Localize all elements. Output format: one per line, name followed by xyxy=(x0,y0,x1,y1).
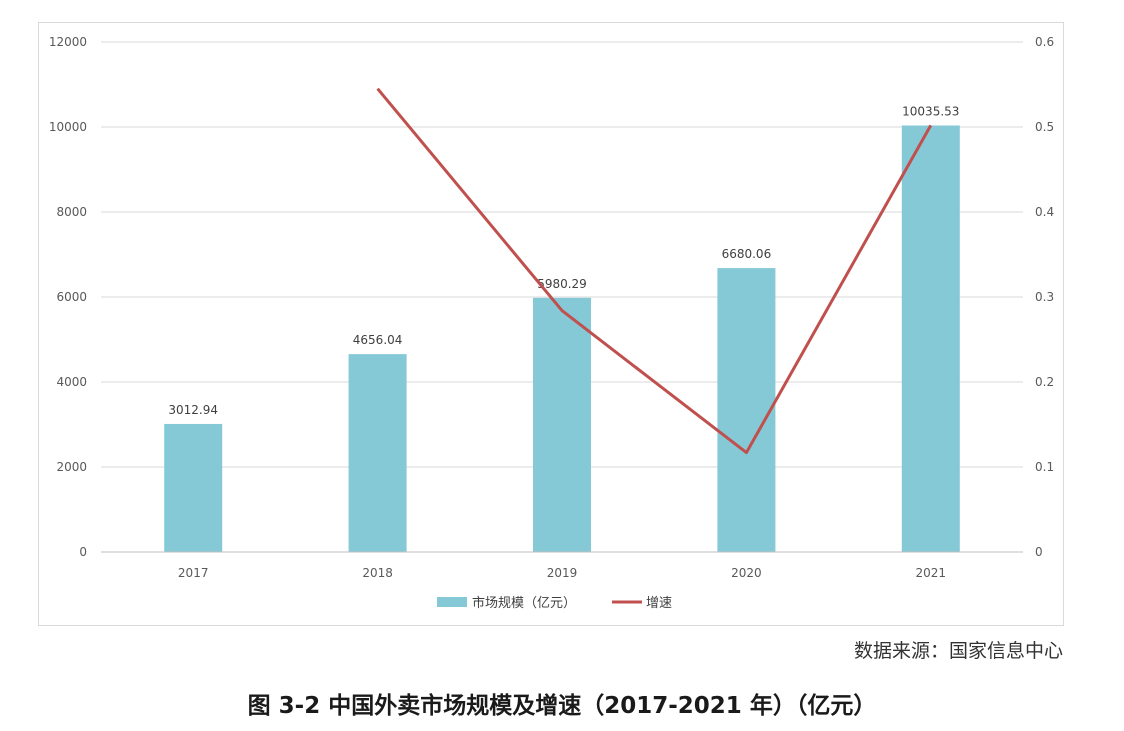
y-left-tick-label: 8000 xyxy=(56,205,87,219)
y-right-tick-label: 0.6 xyxy=(1035,35,1054,49)
data-label: 6680.06 xyxy=(722,247,772,261)
legend-label: 增速 xyxy=(646,596,672,611)
x-tick-label: 2020 xyxy=(731,566,762,580)
legend-label: 市场规模（亿元） xyxy=(472,595,576,611)
x-tick-label: 2019 xyxy=(547,566,578,580)
chart-frame: 0 2000 4000 6000 8000 10000 12000 0 0.1 0.2 0.3 0.4… xyxy=(38,22,1064,626)
x-tick-label: 2018 xyxy=(362,566,393,580)
bar xyxy=(717,268,776,552)
data-label: 3012.94 xyxy=(168,403,218,417)
growth-line xyxy=(376,87,933,455)
data-label: 5980.29 xyxy=(537,277,587,291)
combo-chart: 0 2000 4000 6000 8000 10000 12000 0 0.1 0.2 0.3 0.4… xyxy=(49,35,1054,611)
y-right-tick-label: 0.1 xyxy=(1035,460,1054,474)
bar xyxy=(901,125,960,552)
data-label: 4656.04 xyxy=(353,333,403,347)
y-left-tick-label: 4000 xyxy=(56,375,87,389)
data-label: 10035.53 xyxy=(902,104,959,118)
bar xyxy=(164,423,223,552)
y-left-tick-label: 0 xyxy=(79,545,87,559)
figure-caption: 图 3-2 中国外卖市场规模及增速（2017-2021 年）（亿元） xyxy=(247,693,877,719)
y-right-tick-label: 0.5 xyxy=(1035,120,1054,134)
y-right-tick-label: 0.2 xyxy=(1035,375,1054,389)
y-left-tick-label: 6000 xyxy=(56,290,87,304)
y-right-tick-label: 0.4 xyxy=(1035,205,1054,219)
x-tick-label: 2017 xyxy=(178,566,209,580)
source-note: 数据来源：国家信息中心 xyxy=(853,640,1063,662)
bar xyxy=(348,354,407,552)
bar xyxy=(533,297,591,552)
y-left-tick-label: 10000 xyxy=(49,120,87,134)
y-right-tick-label: 0.3 xyxy=(1035,290,1054,304)
y-right-tick-label: 0 xyxy=(1035,545,1043,559)
y-left-tick-label: 2000 xyxy=(56,460,87,474)
y-left-tick-label: 12000 xyxy=(49,35,87,49)
legend-swatch-bar xyxy=(437,597,467,607)
x-tick-label: 2021 xyxy=(916,566,947,580)
